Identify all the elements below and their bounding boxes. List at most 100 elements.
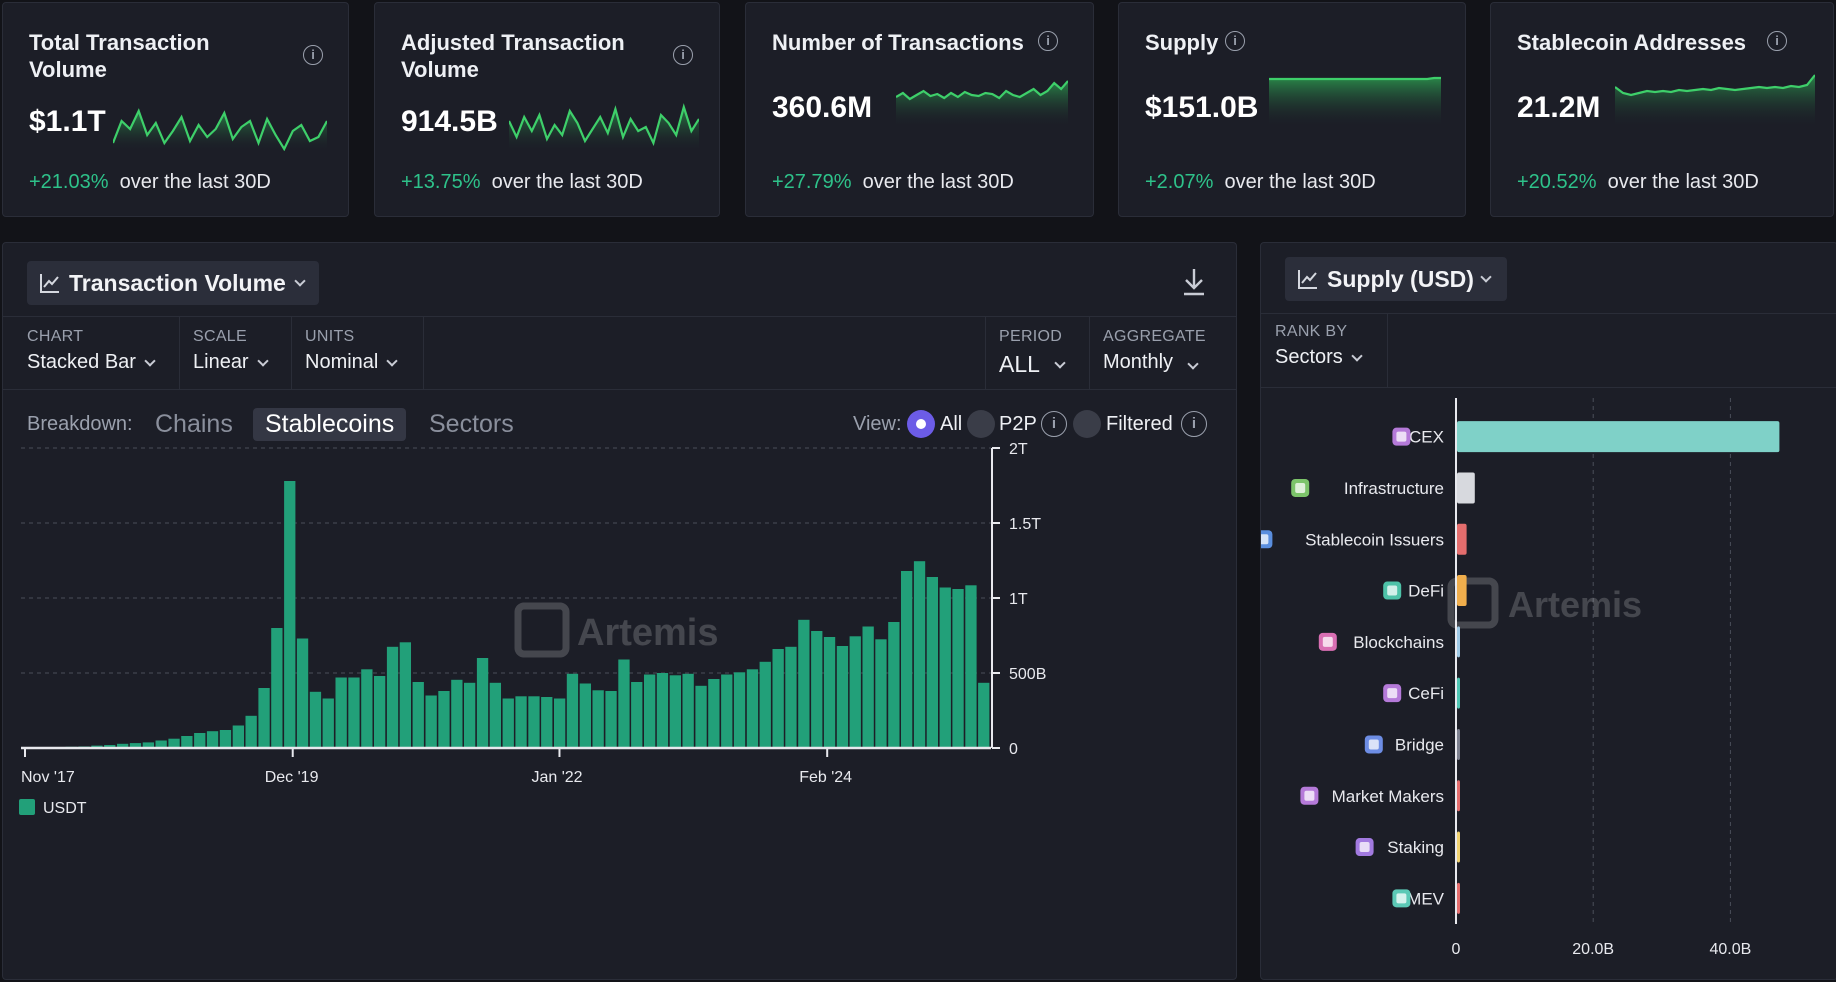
view-p2p-label: P2P bbox=[999, 413, 1037, 435]
bar bbox=[862, 626, 874, 748]
sector-icon-glyph bbox=[1387, 585, 1398, 596]
bar bbox=[836, 646, 849, 748]
bar bbox=[733, 672, 746, 749]
kpi-card-num-transactions: Number of Transactions i 360.6M +27.79% … bbox=[745, 2, 1094, 217]
x-tick-label: Feb '24 bbox=[799, 769, 852, 786]
bar bbox=[708, 679, 720, 748]
view-p2p-radio[interactable] bbox=[967, 410, 995, 438]
info-icon[interactable]: i bbox=[1181, 411, 1207, 437]
card-value: 21.2M bbox=[1517, 91, 1601, 124]
bar bbox=[939, 587, 951, 748]
bar bbox=[296, 638, 309, 748]
bar bbox=[952, 589, 964, 748]
sparkline-line bbox=[509, 103, 699, 147]
y-tick-label: 0 bbox=[1009, 741, 1018, 758]
y-tick-label: 500B bbox=[1009, 666, 1046, 683]
bar bbox=[913, 561, 926, 748]
aggregate-select[interactable]: Monthly bbox=[1103, 351, 1199, 374]
bar bbox=[361, 669, 373, 749]
bar bbox=[592, 690, 604, 749]
bar bbox=[1457, 421, 1780, 453]
card-change: +20.52% over the last 30D bbox=[1517, 171, 1759, 193]
supply-metric-dropdown[interactable]: Supply (USD) bbox=[1285, 257, 1507, 301]
sparkline-line bbox=[896, 80, 1068, 101]
units-label: UNITS bbox=[305, 328, 355, 345]
card-value: $151.0B bbox=[1145, 91, 1259, 124]
tab-sectors[interactable]: Sectors bbox=[429, 410, 514, 438]
line-chart-icon bbox=[1298, 270, 1317, 289]
sector-icon-glyph bbox=[1387, 688, 1398, 699]
info-icon[interactable]: i bbox=[1041, 411, 1067, 437]
download-icon[interactable] bbox=[1181, 267, 1207, 297]
card-title: Adjusted Transaction Volume bbox=[401, 30, 625, 82]
info-icon[interactable]: i bbox=[1038, 31, 1058, 51]
bar bbox=[515, 696, 527, 749]
units-select[interactable]: Nominal bbox=[305, 351, 399, 374]
view-all-label: All bbox=[940, 413, 963, 435]
transaction-volume-panel: Transaction Volume CHART Stacked Bar SCA… bbox=[2, 242, 1237, 980]
info-icon[interactable]: i bbox=[673, 45, 693, 65]
card-title: Total Transaction Volume bbox=[29, 30, 210, 82]
bar bbox=[464, 682, 476, 749]
y-tick-label: 1.5T bbox=[1009, 516, 1041, 533]
bar bbox=[206, 731, 219, 748]
watermark: Artemis bbox=[514, 602, 719, 658]
category-label: CeFi bbox=[1408, 684, 1444, 703]
watermark-text: Artemis bbox=[1508, 584, 1642, 625]
scale-select[interactable]: Linear bbox=[193, 351, 269, 374]
bar bbox=[695, 685, 707, 749]
bar bbox=[605, 691, 617, 748]
bar bbox=[476, 658, 489, 748]
chart-type-select[interactable]: Stacked Bar bbox=[27, 351, 156, 374]
bar bbox=[502, 698, 514, 748]
sector-icon-glyph bbox=[1368, 739, 1379, 750]
sparkline-line bbox=[1615, 74, 1815, 97]
chevron-down-icon bbox=[1351, 349, 1363, 362]
sparkline-area bbox=[509, 107, 699, 151]
card-change: +27.79% over the last 30D bbox=[772, 171, 1014, 193]
bar bbox=[245, 715, 257, 749]
kpi-card-total-volume: Total Transaction Volume i $1.1T +21.03% … bbox=[2, 2, 349, 217]
bar bbox=[926, 577, 938, 748]
category-label: Infrastructure bbox=[1344, 479, 1444, 498]
kpi-card-supply: Supply i $151.0B +2.07% over the last 30… bbox=[1118, 2, 1466, 217]
chevron-down-icon bbox=[144, 354, 156, 367]
card-value: $1.1T bbox=[29, 105, 106, 138]
sector-icon-glyph bbox=[1396, 431, 1407, 442]
legend-label: USDT bbox=[43, 800, 87, 817]
sparkline-line bbox=[1269, 76, 1441, 81]
view-all-radio[interactable] bbox=[907, 410, 935, 438]
metric-dropdown[interactable]: Transaction Volume bbox=[27, 261, 319, 305]
period-label: PERIOD bbox=[999, 328, 1063, 345]
info-icon[interactable]: i bbox=[1767, 31, 1787, 51]
bar bbox=[721, 674, 733, 748]
metric-dropdown-label: Transaction Volume bbox=[69, 269, 286, 296]
watermark-logo bbox=[1447, 577, 1499, 629]
tab-stablecoins[interactable]: Stablecoins bbox=[253, 408, 407, 441]
bar bbox=[104, 745, 116, 748]
rank-by-select[interactable]: Sectors bbox=[1275, 346, 1363, 369]
kpi-card-adjusted-volume: Adjusted Transaction Volume i 914.5B +13.… bbox=[374, 2, 720, 217]
chevron-down-icon bbox=[256, 354, 269, 367]
legend-swatch bbox=[19, 799, 35, 815]
bar bbox=[322, 698, 334, 748]
bar bbox=[155, 740, 167, 748]
sparkline-chart bbox=[113, 108, 327, 151]
bar bbox=[284, 481, 296, 748]
bar bbox=[811, 631, 823, 748]
tab-chains[interactable]: Chains bbox=[155, 410, 233, 438]
bar bbox=[451, 679, 463, 749]
line-chart-icon bbox=[40, 274, 59, 293]
card-change: +2.07% over the last 30D bbox=[1145, 171, 1376, 193]
bar bbox=[656, 673, 669, 748]
view-filtered-radio[interactable] bbox=[1073, 410, 1101, 438]
bar bbox=[631, 682, 643, 748]
sparkline-chart bbox=[509, 103, 699, 151]
x-tick-label: 20.0B bbox=[1572, 941, 1614, 958]
period-select[interactable]: ALL bbox=[999, 351, 1066, 378]
sector-icon-glyph bbox=[1261, 534, 1269, 545]
sparkline-line bbox=[113, 108, 327, 151]
bar bbox=[412, 682, 424, 748]
info-icon[interactable]: i bbox=[1225, 31, 1245, 51]
info-icon[interactable]: i bbox=[303, 45, 323, 65]
